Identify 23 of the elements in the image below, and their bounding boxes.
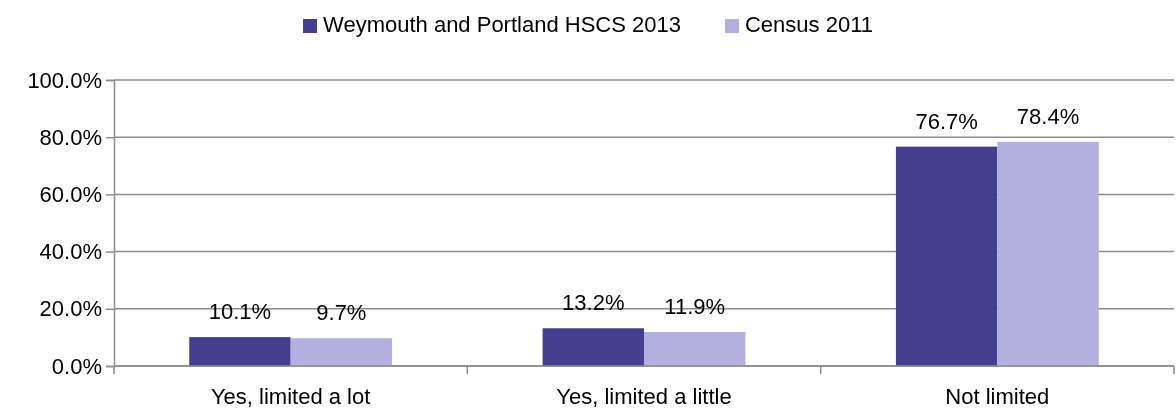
bar: [290, 338, 393, 366]
y-tick-label: 20.0%: [39, 296, 102, 322]
x-tick-label: Yes, limited a little: [556, 384, 732, 409]
data-label: 11.9%: [664, 293, 726, 319]
legend-label: Weymouth and Portland HSCS 2013: [323, 12, 681, 37]
bar: [542, 328, 644, 366]
bar: [189, 337, 291, 366]
y-tick-label: 100.0%: [27, 67, 102, 93]
data-label: 9.7%: [316, 300, 367, 326]
y-tick-label: 80.0%: [39, 124, 102, 150]
y-tick-label: 60.0%: [39, 181, 102, 207]
legend-label: Census 2011: [744, 12, 873, 37]
bar: [644, 331, 746, 366]
bar: [997, 141, 1099, 366]
y-tick-label: 0.0%: [51, 353, 102, 379]
x-tick-label: Not limited: [945, 384, 1050, 409]
data-label: 13.2%: [562, 290, 625, 316]
data-label: 78.4%: [1016, 103, 1080, 129]
data-label: 76.7%: [915, 108, 978, 134]
bar: [895, 146, 998, 366]
x-tick-label: Yes, limited a lot: [210, 384, 371, 409]
y-tick-label: 40.0%: [39, 239, 102, 265]
data-label: 10.1%: [208, 299, 272, 325]
